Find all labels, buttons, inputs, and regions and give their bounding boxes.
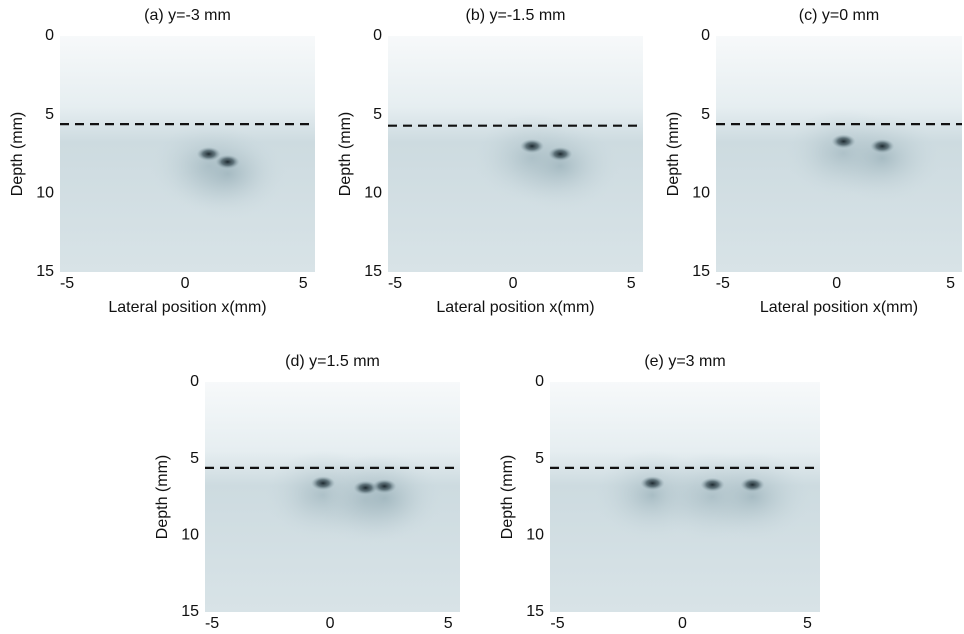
x-axis-label: Lateral position x(mm) <box>436 299 594 316</box>
spot <box>372 479 397 494</box>
spot <box>700 477 725 492</box>
y-tick-label: 15 <box>692 263 710 280</box>
spot-glow <box>167 128 288 219</box>
y-tick-label: 10 <box>526 527 544 544</box>
chart-title: (c) y=0 mm <box>799 7 879 24</box>
y-tick-label: 0 <box>190 373 199 390</box>
spot-glow <box>692 451 813 542</box>
y-tick-label: 15 <box>36 263 54 280</box>
y-tick-label: 15 <box>181 603 199 620</box>
y-tick-label: 10 <box>364 185 382 202</box>
spot <box>740 477 765 492</box>
spot <box>520 139 545 154</box>
x-tick-label: -5 <box>60 275 74 292</box>
chart-title: (b) y=-1.5 mm <box>465 7 565 24</box>
y-tick-label: 10 <box>36 185 54 202</box>
y-tick-label: 5 <box>45 106 54 123</box>
y-tick-label: 10 <box>692 185 710 202</box>
x-tick-label: 5 <box>627 275 636 292</box>
x-axis-label: Lateral position x(mm) <box>108 299 266 316</box>
y-tick-label: 0 <box>701 27 710 44</box>
y-axis-label: Depth (mm) <box>154 455 171 539</box>
spot <box>311 476 336 491</box>
spot <box>548 147 573 161</box>
spot <box>353 480 378 495</box>
x-tick-label: -5 <box>388 275 402 292</box>
spot-glow <box>822 113 943 204</box>
x-tick-label: 0 <box>509 275 518 292</box>
spot <box>640 476 665 491</box>
x-axis-label: Lateral position x(mm) <box>760 299 918 316</box>
y-tick-label: 15 <box>364 263 382 280</box>
chart-title: (d) y=1.5 mm <box>285 353 380 370</box>
y-tick-label: 10 <box>181 527 199 544</box>
x-tick-label: 0 <box>181 275 190 292</box>
spot <box>215 154 240 169</box>
chart-title: (e) y=3 mm <box>644 353 725 370</box>
x-tick-label: 0 <box>678 615 687 632</box>
x-tick-label: -5 <box>205 615 219 632</box>
y-tick-label: 15 <box>526 603 544 620</box>
x-tick-label: 0 <box>832 275 841 292</box>
y-tick-label: 5 <box>701 106 710 123</box>
x-tick-label: -5 <box>550 615 564 632</box>
spot <box>196 147 221 161</box>
x-tick-label: 0 <box>326 615 335 632</box>
spot <box>831 134 856 149</box>
y-axis-label: Depth (mm) <box>665 112 682 196</box>
x-tick-label: 5 <box>299 275 308 292</box>
x-tick-label: 5 <box>803 615 812 632</box>
y-tick-label: 0 <box>535 373 544 390</box>
y-axis-label: Depth (mm) <box>9 112 26 196</box>
x-tick-label: -5 <box>716 275 730 292</box>
x-tick-label: 5 <box>444 615 453 632</box>
y-tick-label: 0 <box>373 27 382 44</box>
y-tick-label: 5 <box>373 106 382 123</box>
y-axis-label: Depth (mm) <box>499 455 516 539</box>
spot <box>870 139 895 154</box>
spot-glow <box>500 121 621 211</box>
y-axis-label: Depth (mm) <box>337 112 354 196</box>
x-tick-label: 5 <box>946 275 955 292</box>
spot-glow <box>324 453 445 544</box>
y-tick-label: 5 <box>535 450 544 467</box>
y-tick-label: 5 <box>190 450 199 467</box>
y-tick-label: 0 <box>45 27 54 44</box>
chart-title: (a) y=-3 mm <box>144 7 231 24</box>
